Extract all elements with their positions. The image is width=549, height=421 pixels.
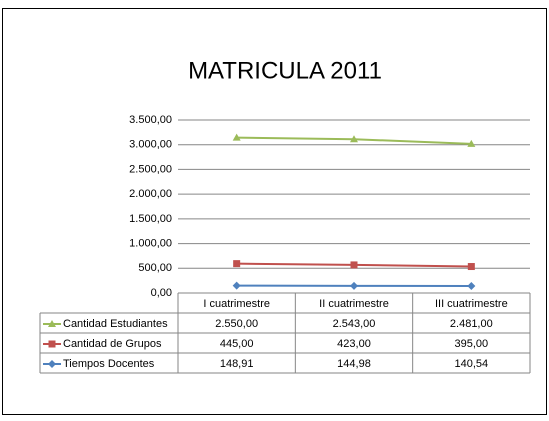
marker <box>233 260 240 267</box>
chart-title: MATRICULA 2011 <box>188 57 382 84</box>
table-value: 2.550,00 <box>215 318 258 330</box>
table-value: 148,91 <box>220 358 254 370</box>
table-value: 395,00 <box>455 338 489 350</box>
marker <box>468 263 475 270</box>
x-tick-label: II cuatrimestre <box>319 298 389 310</box>
table-value: 2.543,00 <box>333 318 376 330</box>
legend-label: Cantidad Estudiantes <box>63 318 168 330</box>
y-tick-label: 3.000,00 <box>129 139 172 151</box>
y-tick-label: 0,00 <box>151 287 172 299</box>
x-tick-label: III cuatrimestre <box>435 298 508 310</box>
table-value: 445,00 <box>220 338 254 350</box>
y-tick-label: 500,00 <box>138 262 172 274</box>
x-tick-label: I cuatrimestre <box>203 298 270 310</box>
y-tick-label: 1.000,00 <box>129 237 172 249</box>
legend-label: Tiempos Docentes <box>63 358 155 370</box>
y-tick-label: 2.000,00 <box>129 188 172 200</box>
table-value: 144,98 <box>337 358 371 370</box>
y-tick-label: 1.500,00 <box>129 213 172 225</box>
legend-marker <box>49 341 56 348</box>
y-tick-label: 2.500,00 <box>129 163 172 175</box>
y-tick-label: 3.500,00 <box>129 114 172 126</box>
marker <box>351 261 358 268</box>
table-value: 140,54 <box>455 358 489 370</box>
legend-label: Cantidad de Grupos <box>63 338 162 350</box>
table-value: 423,00 <box>337 338 371 350</box>
table-value: 2.481,00 <box>450 318 493 330</box>
